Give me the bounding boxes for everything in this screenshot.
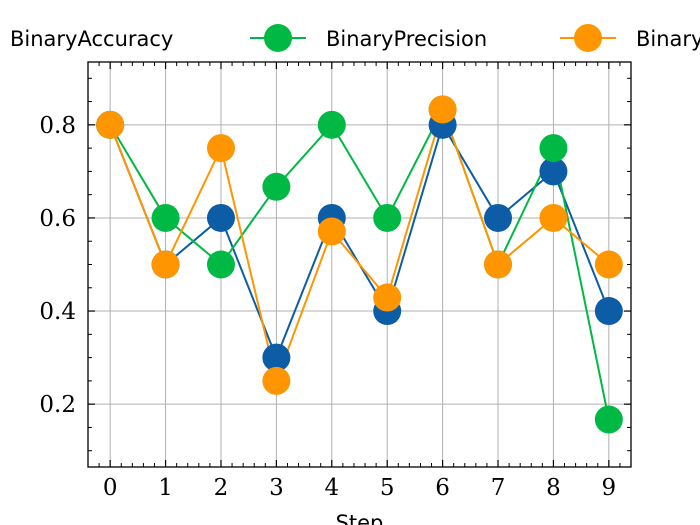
- data-point: [262, 343, 291, 372]
- data-point: [428, 95, 457, 124]
- legend-label: BinaryAccuracy: [10, 27, 173, 51]
- data-point: [317, 217, 346, 246]
- data-point: [484, 203, 513, 232]
- x-tick-label: 1: [158, 475, 173, 501]
- data-point: [539, 203, 568, 232]
- legend-label: BinaryPrecision: [326, 27, 487, 51]
- x-tick-label: 5: [380, 475, 395, 501]
- series-line: [109, 106, 610, 420]
- legend-label: BinaryRecall: [636, 27, 700, 51]
- data-point: [151, 203, 180, 232]
- data-point: [594, 297, 623, 326]
- data-point: [317, 110, 346, 139]
- series-line: [109, 122, 610, 361]
- data-point: [594, 250, 623, 279]
- data-point: [96, 110, 125, 139]
- x-tick-label: 0: [103, 475, 118, 501]
- y-tick-label: 0.8: [39, 113, 76, 139]
- x-tick-label: 7: [491, 475, 506, 501]
- data-point: [206, 203, 235, 232]
- data-point: [373, 203, 402, 232]
- x-tick-label: 9: [602, 475, 617, 501]
- x-tick-label: 2: [214, 475, 229, 501]
- y-tick-label: 0.6: [39, 206, 76, 232]
- x-tick-label: 3: [269, 475, 284, 501]
- data-point: [539, 157, 568, 186]
- series-line: [109, 106, 610, 385]
- legend-marker: [264, 24, 292, 52]
- y-tick-label: 0.2: [39, 392, 76, 418]
- data-point: [262, 172, 291, 201]
- legend: BinaryAccuracy BinaryPrecision BinaryRecal…: [10, 24, 700, 52]
- data-point: [206, 250, 235, 279]
- x-tick-label: 8: [546, 475, 561, 501]
- y-tick-label: 0.4: [39, 299, 76, 325]
- data-point: [484, 250, 513, 279]
- axis-ticks: 0 1 2 3 4 5 6 7 8 9 0.2 0.4 0.6 0.8: [39, 62, 632, 501]
- x-tick-label: 6: [435, 475, 450, 501]
- data-point: [373, 283, 402, 312]
- data-point: [262, 366, 291, 395]
- x-axis-label: Step: [336, 511, 384, 525]
- data-point: [539, 134, 568, 163]
- x-tick-label: 4: [324, 475, 339, 501]
- data-point: [151, 250, 180, 279]
- legend-marker: [574, 24, 602, 52]
- data-point: [206, 134, 235, 163]
- series-group: [96, 95, 623, 434]
- data-point: [594, 405, 623, 434]
